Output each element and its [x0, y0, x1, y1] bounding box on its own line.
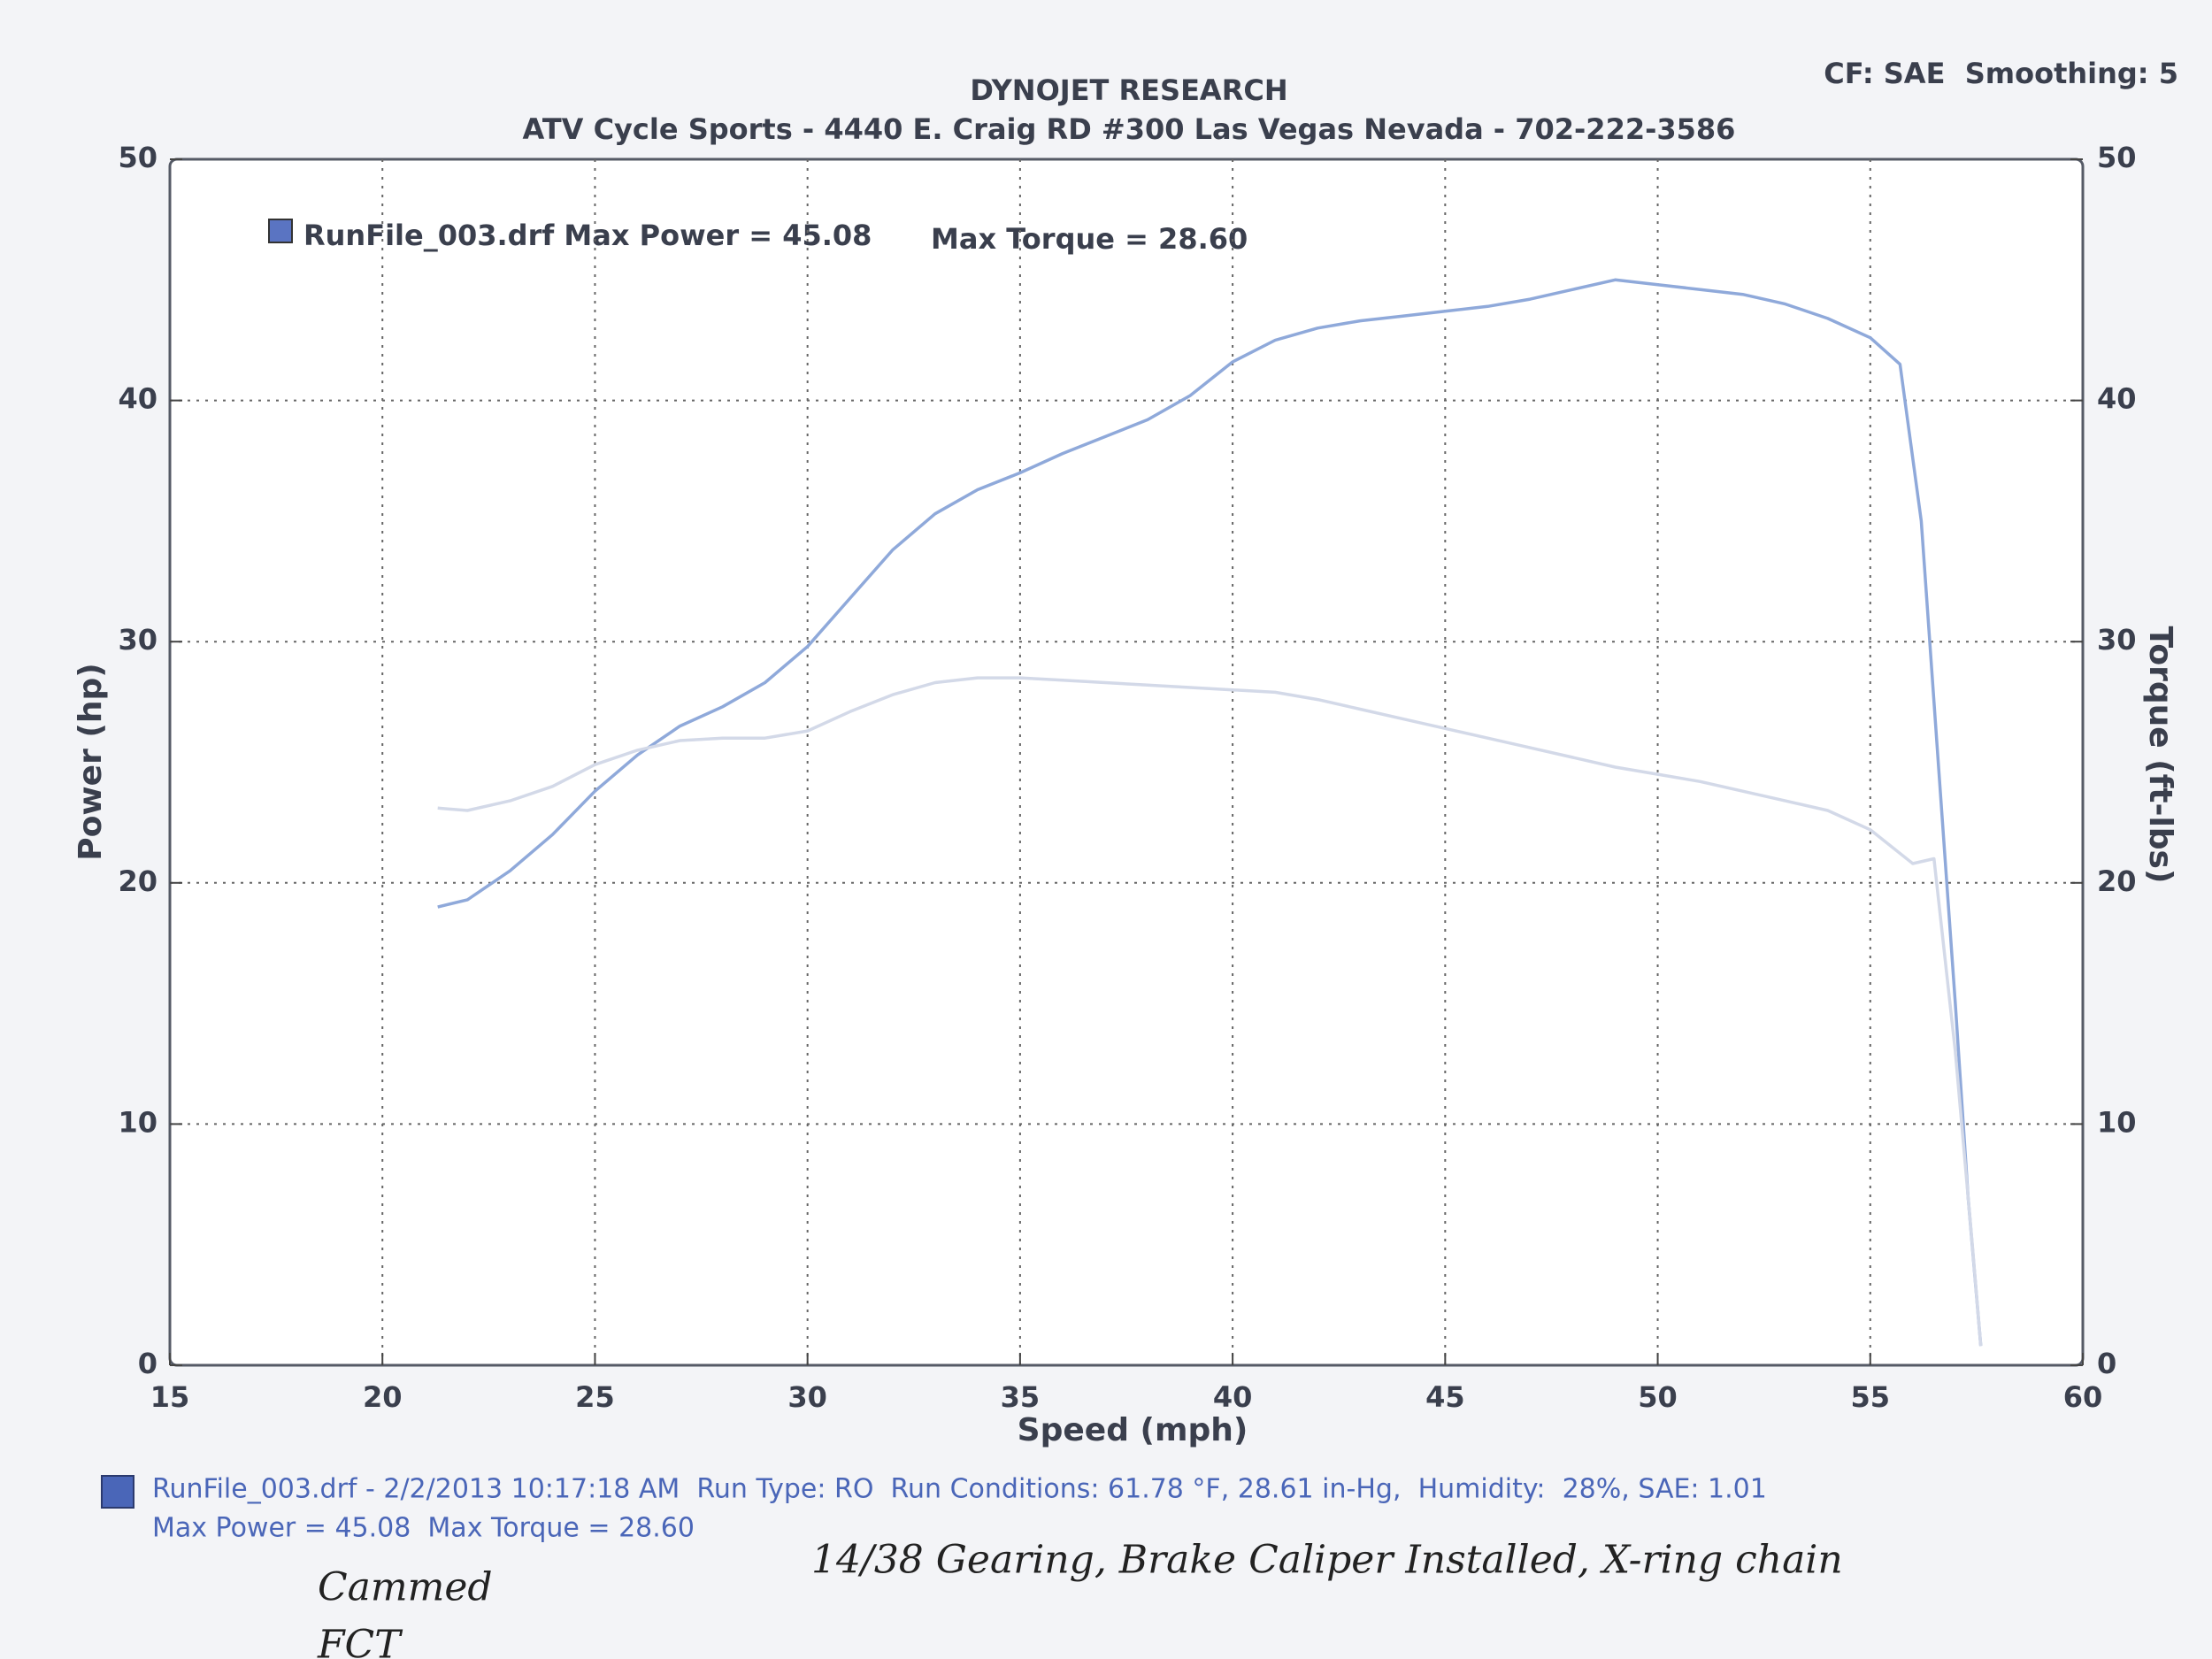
footer-icon [101, 1475, 134, 1509]
chart-title: DYNOJET RESEARCH [970, 73, 1287, 107]
handwritten-note: 14/38 Gearing, Brake Caliper Installed, … [811, 1538, 1843, 1583]
y2-tick-label: 10 [2097, 1105, 2137, 1139]
x-axis-label: Speed (mph) [1018, 1412, 1248, 1448]
y2-tick-label: 50 [2097, 141, 2137, 174]
x-tick-label: 35 [1001, 1380, 1041, 1414]
y-tick-label: 20 [118, 864, 157, 898]
legend-text: RunFile_003.drf Max Power = 45.08 [303, 219, 872, 252]
y-axis-label: Power (hp) [73, 663, 109, 860]
x-tick-label: 50 [1638, 1380, 1678, 1414]
y-tick-label: 30 [118, 623, 157, 657]
footer-text: Max Power = 45.08 Max Torque = 28.60 [152, 1513, 695, 1544]
settings-text: CF: SAE Smoothing: 5 [1824, 57, 2178, 90]
handwritten-note: FCT [317, 1623, 403, 1659]
y-tick-label: 10 [118, 1105, 157, 1139]
x-tick-label: 25 [575, 1380, 615, 1414]
x-tick-label: 15 [150, 1380, 190, 1414]
footer-text: RunFile_003.drf - 2/2/2013 10:17:18 AM R… [152, 1474, 1767, 1505]
x-tick-label: 20 [363, 1380, 403, 1414]
data-line [437, 676, 1983, 1347]
y2-tick-label: 40 [2097, 382, 2137, 416]
y-tick-label: 50 [118, 141, 157, 174]
y-tick-label: 40 [118, 382, 157, 416]
y2-tick-label: 30 [2097, 623, 2137, 657]
x-tick-label: 45 [1425, 1380, 1465, 1414]
chart-subtitle: ATV Cycle Sports - 4440 E. Craig RD #300… [523, 112, 1736, 146]
y2-axis-label: Torque (ft-lbs) [2142, 626, 2178, 884]
plot-area [168, 157, 2085, 1367]
x-tick-label: 30 [787, 1380, 827, 1414]
handwritten-note: Cammed [318, 1565, 493, 1610]
x-tick-label: 40 [1213, 1380, 1253, 1414]
legend-text: Max Torque = 28.60 [931, 222, 1248, 256]
data-line [437, 278, 1983, 1347]
y2-tick-label: 0 [2097, 1347, 2116, 1380]
legend-icon [268, 219, 293, 243]
y-tick-label: 0 [138, 1347, 157, 1380]
x-tick-label: 55 [1851, 1380, 1891, 1414]
x-tick-label: 60 [2063, 1380, 2103, 1414]
y2-tick-label: 20 [2097, 864, 2137, 898]
